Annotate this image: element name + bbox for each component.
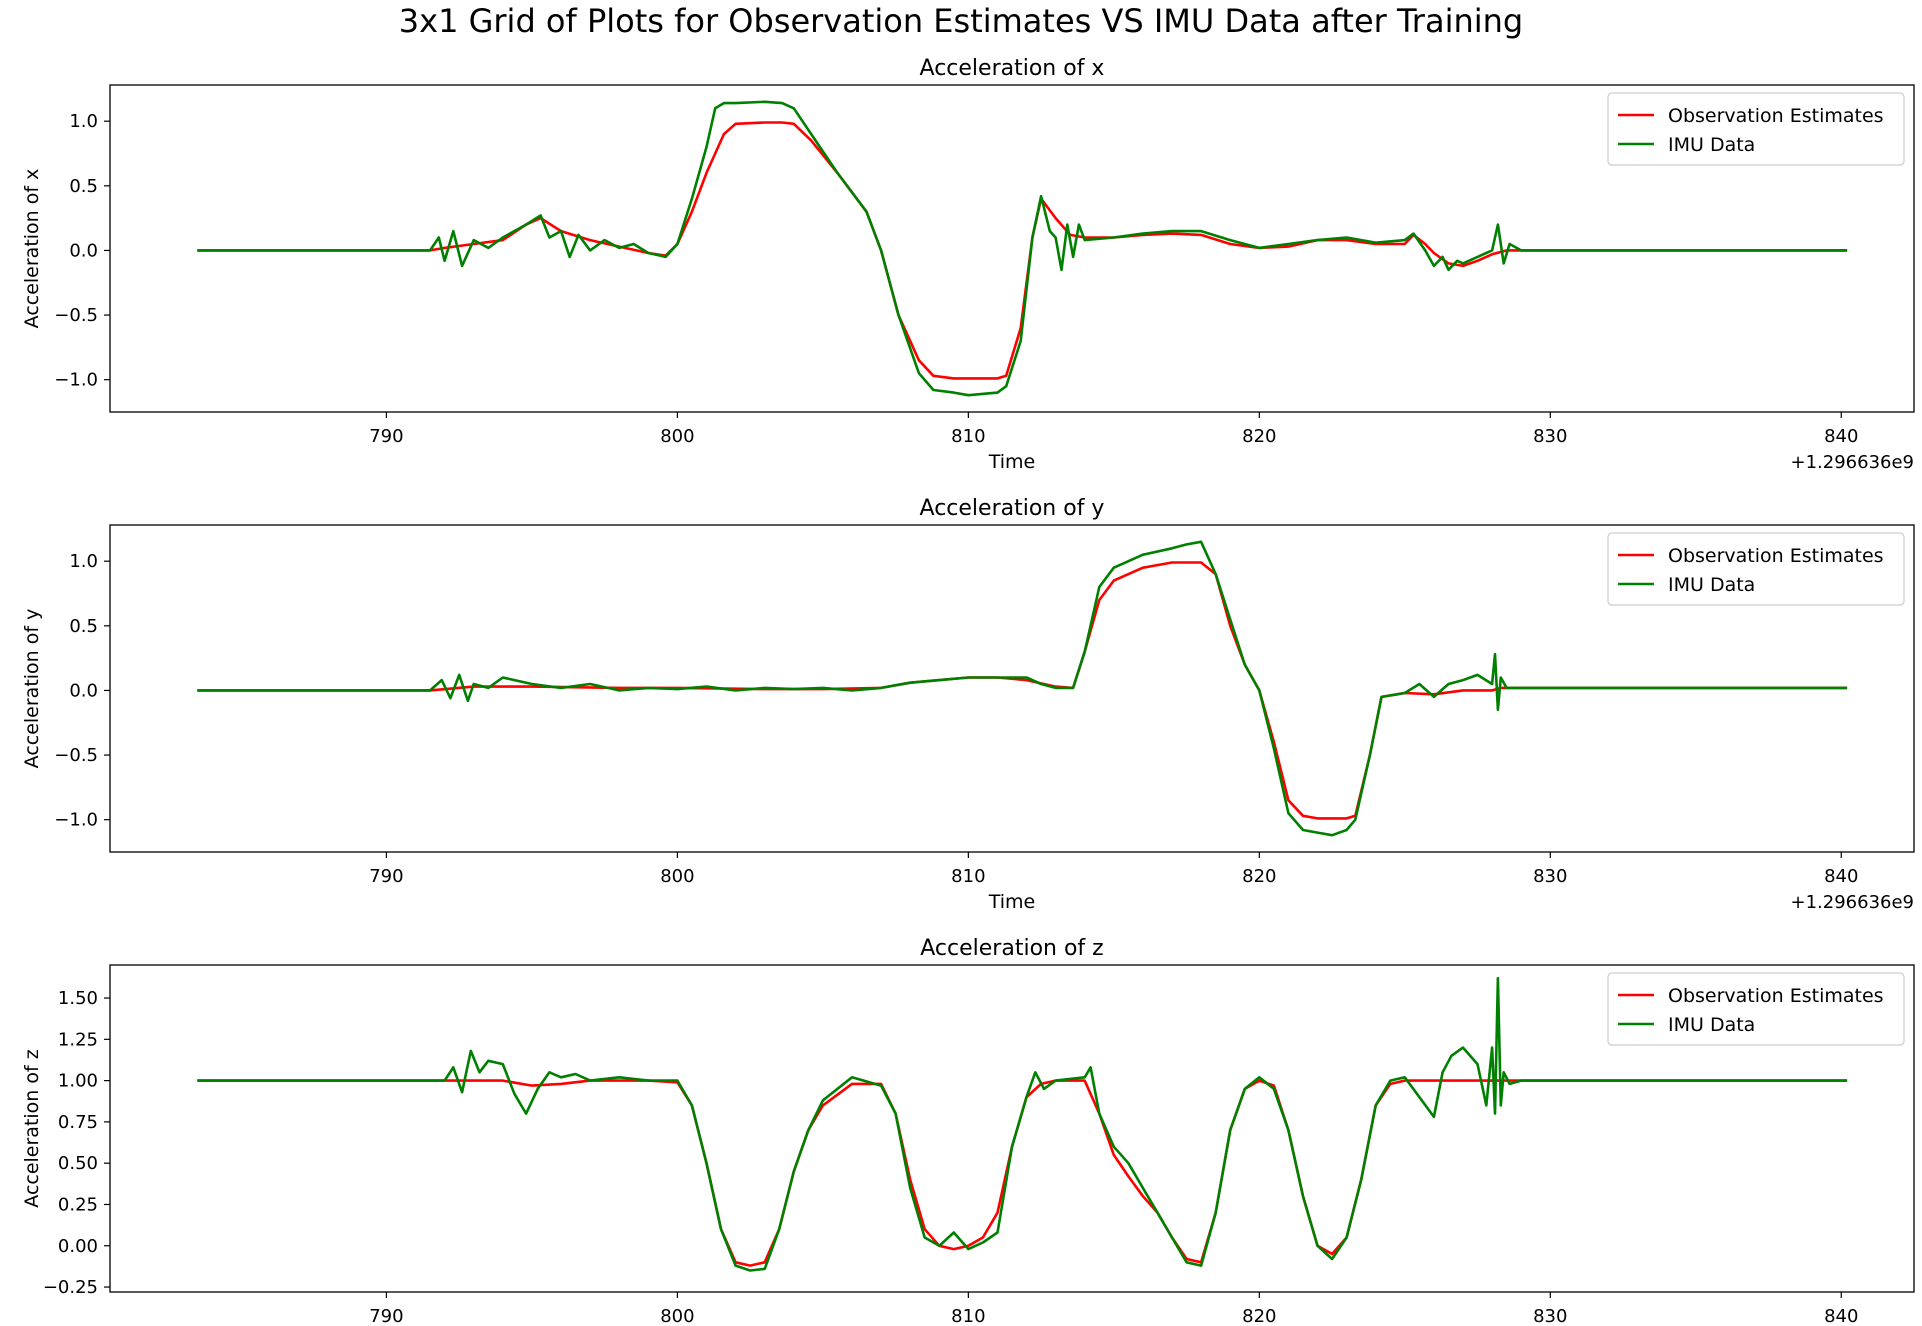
series-observation-estimates (197, 121, 1848, 380)
legend: Observation Estimates IMU Data (1607, 972, 1905, 1046)
x-tick-label: 840 (1824, 866, 1858, 887)
y-tick-label: −1.0 (54, 810, 98, 831)
x-tick-label: 840 (1824, 1306, 1858, 1326)
y-tick-label: 1.0 (69, 551, 98, 572)
y-tick-label: 0.25 (58, 1194, 98, 1215)
x-offset-label: +1.296636e9 (1791, 892, 1915, 913)
subplot-title: Acceleration of z (920, 936, 1103, 961)
y-axis-label: Acceleration of z (21, 1049, 43, 1207)
x-tick-label: 830 (1533, 866, 1567, 887)
y-tick-label: 0.0 (69, 240, 98, 261)
plot-area (197, 976, 1848, 1272)
y-tick-label: −1.0 (54, 370, 98, 391)
subplot-3: Acceleration of z 790 800 810 820 830 840 1.50 1… (21, 936, 1915, 1326)
legend-label: IMU Data (1668, 574, 1755, 596)
x-tick-label: 830 (1533, 1306, 1567, 1326)
legend-label: IMU Data (1668, 134, 1755, 156)
x-tick-label: 830 (1533, 426, 1567, 447)
figure-suptitle: 3x1 Grid of Plots for Observation Estima… (398, 2, 1524, 40)
legend-box (1607, 92, 1905, 166)
series-imu-data (197, 100, 1848, 397)
plot-area (197, 540, 1848, 837)
x-axis-label: Time (988, 451, 1036, 473)
axes-frame (109, 524, 1915, 853)
y-tick-label: 0.50 (58, 1153, 98, 1174)
y-tick-label: 0.5 (69, 176, 98, 197)
legend: Observation Estimates IMU Data (1607, 92, 1905, 166)
x-tick-label: 810 (951, 866, 985, 887)
y-tick-label: 0.00 (58, 1236, 98, 1257)
y-tick-label: 0.5 (69, 616, 98, 637)
y-axis-label: Acceleration of y (21, 609, 43, 769)
y-tick-label: 1.00 (58, 1071, 98, 1092)
y-tick-label: 1.0 (69, 111, 98, 132)
x-tick-label: 820 (1242, 426, 1276, 447)
y-tick-label: −0.5 (54, 305, 98, 326)
legend-label: Observation Estimates (1668, 545, 1884, 567)
x-tick-label: 790 (369, 866, 403, 887)
y-tick-label: 0.0 (69, 680, 98, 701)
y-tick-label: 1.50 (58, 988, 98, 1009)
x-tick-label: 790 (369, 426, 403, 447)
x-axis-label: Time (988, 891, 1036, 913)
x-tick-label: 840 (1824, 426, 1858, 447)
axes-frame (109, 84, 1915, 413)
x-tick-label: 810 (951, 1306, 985, 1326)
axes-frame (109, 964, 1915, 1293)
x-tick-label: 790 (369, 1306, 403, 1326)
y-axis-label: Acceleration of x (21, 169, 43, 329)
legend-box (1607, 972, 1905, 1046)
x-tick-label: 820 (1242, 1306, 1276, 1326)
x-tick-label: 800 (660, 426, 694, 447)
legend-box (1607, 532, 1905, 606)
x-tick-label: 820 (1242, 866, 1276, 887)
legend-label: Observation Estimates (1668, 985, 1884, 1007)
legend: Observation Estimates IMU Data (1607, 532, 1905, 606)
x-tick-label: 810 (951, 426, 985, 447)
series-imu-data (197, 976, 1848, 1272)
x-tick-label: 800 (660, 1306, 694, 1326)
x-tick-label: 800 (660, 866, 694, 887)
subplot-title: Acceleration of y (920, 496, 1105, 521)
series-imu-data (197, 540, 1848, 837)
subplot-2: Acceleration of y 790 800 810 820 830 840 1.0 0.… (21, 496, 1915, 913)
y-tick-label: 1.25 (58, 1029, 98, 1050)
legend-label: Observation Estimates (1668, 105, 1884, 127)
subplot-title: Acceleration of x (920, 56, 1105, 81)
y-tick-label: −0.5 (54, 745, 98, 766)
plot-area (197, 100, 1848, 397)
y-tick-label: −0.25 (43, 1277, 98, 1298)
y-tick-label: 0.75 (58, 1112, 98, 1133)
legend-label: IMU Data (1668, 1014, 1755, 1036)
x-offset-label: +1.296636e9 (1791, 452, 1915, 473)
subplot-1: Acceleration of x 790 800 810 820 830 840 1.0 0.… (21, 56, 1915, 473)
series-observation-estimates (197, 561, 1848, 820)
